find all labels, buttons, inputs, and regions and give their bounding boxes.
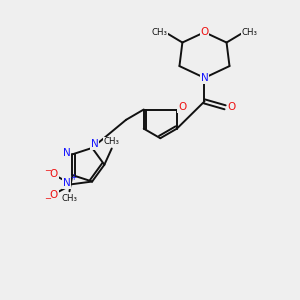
Text: O: O [178, 102, 186, 112]
Text: O: O [50, 190, 58, 200]
Text: CH₃: CH₃ [242, 28, 257, 37]
Text: N: N [201, 73, 208, 83]
Text: +: + [70, 173, 76, 182]
Text: −: − [44, 194, 52, 203]
Text: O: O [227, 102, 236, 112]
Text: N: N [91, 140, 98, 149]
Text: CH₃: CH₃ [152, 28, 167, 37]
Text: O: O [200, 27, 208, 37]
Text: N: N [63, 148, 70, 158]
Text: CH₃: CH₃ [104, 137, 120, 146]
Text: CH₃: CH₃ [61, 194, 77, 202]
Text: −: − [44, 166, 52, 175]
Text: O: O [50, 169, 58, 179]
Text: N: N [63, 178, 70, 188]
